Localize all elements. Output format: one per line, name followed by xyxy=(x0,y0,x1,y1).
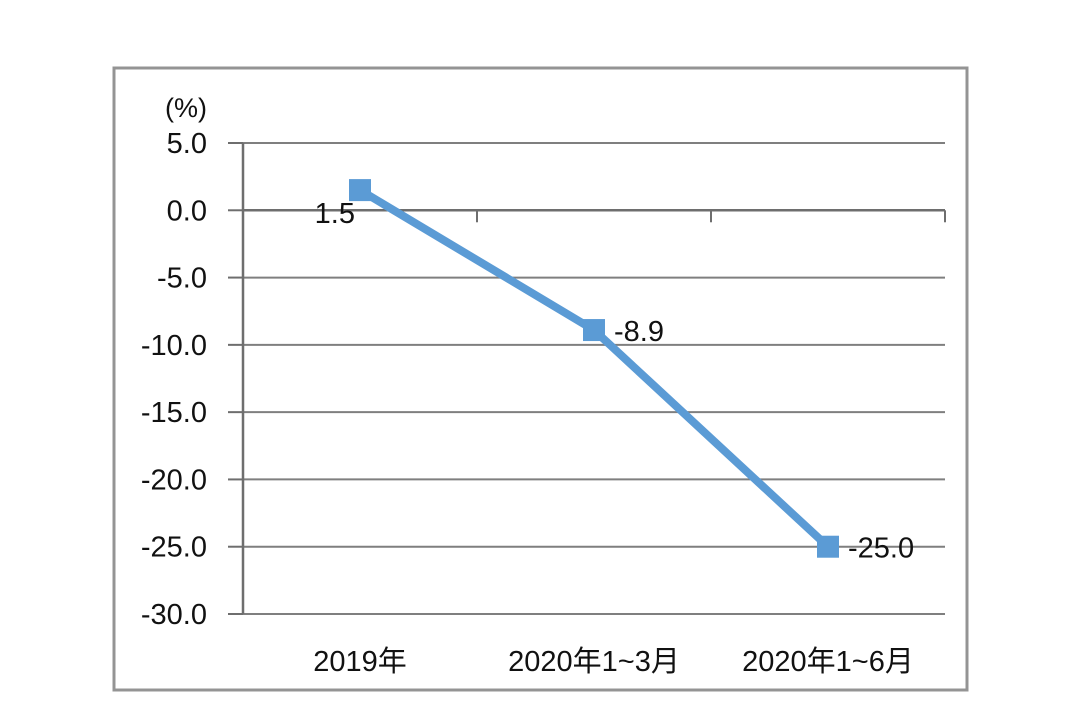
data-point-marker xyxy=(349,179,371,202)
x-tick-label: 2019年 xyxy=(313,645,407,678)
y-tick-label: -20.0 xyxy=(141,464,207,496)
y-tick-label: -30.0 xyxy=(141,599,207,631)
y-tick-label: -25.0 xyxy=(141,532,207,564)
y-tick-label: -5.0 xyxy=(157,263,207,295)
data-point-marker xyxy=(817,535,839,558)
y-tick-label: -10.0 xyxy=(141,330,207,362)
data-point-marker xyxy=(583,319,605,342)
x-tick-label: 2020年1~3月 xyxy=(508,645,680,678)
data-point-label: -25.0 xyxy=(848,533,914,565)
data-point-label: -8.9 xyxy=(614,316,664,348)
y-tick-label: -15.0 xyxy=(141,397,207,429)
y-tick-label: 0.0 xyxy=(167,195,207,227)
y-tick-label: 5.0 xyxy=(167,128,207,160)
x-tick-label: 2020年1~6月 xyxy=(742,645,914,678)
y-axis-unit-label: (%) xyxy=(165,93,207,123)
chart-border xyxy=(112,66,969,692)
data-point-label: 1.5 xyxy=(315,198,355,230)
